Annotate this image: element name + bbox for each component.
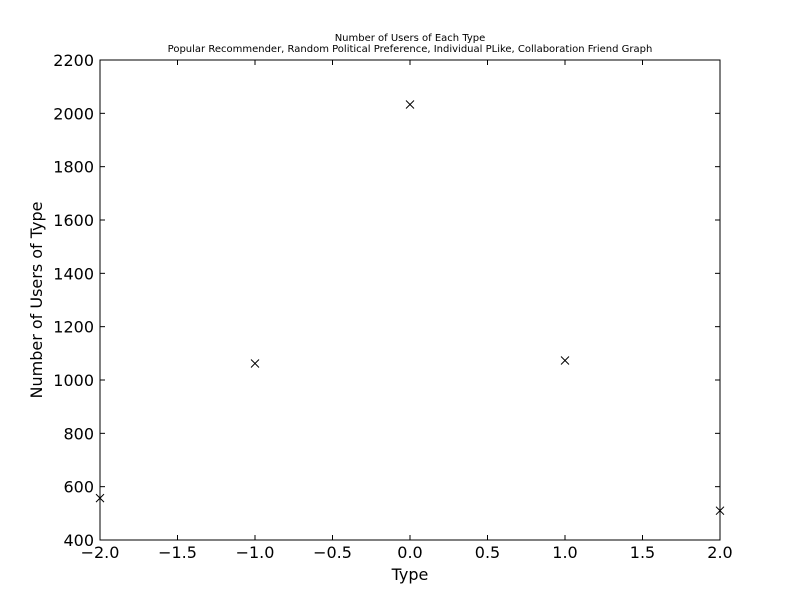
x-tick-label: −0.5 xyxy=(313,543,352,562)
data-point xyxy=(405,100,415,109)
chart-subtitle: Popular Recommender, Random Political Pr… xyxy=(168,44,653,55)
x-axis-label: Type xyxy=(391,565,429,584)
x-tick-label: 2.0 xyxy=(707,543,732,562)
y-tick-label: 1800 xyxy=(53,158,94,177)
chart-title: Number of Users of Each Type xyxy=(335,33,486,44)
x-tick-label: 1.0 xyxy=(552,543,577,562)
y-tick-label: 1200 xyxy=(53,318,94,337)
x-tick-label: −1.5 xyxy=(158,543,197,562)
y-tick-label: 1400 xyxy=(53,264,94,283)
y-tick-label: 600 xyxy=(63,478,94,497)
axis-ticks: −2.0 −1.5 −1.0 −0.5 0.0 0.5 1.0 1.5 2.0 400 600 800… xyxy=(53,51,732,562)
y-tick-label: 1600 xyxy=(53,211,94,230)
data-point xyxy=(250,359,260,368)
plot-frame xyxy=(99,59,721,541)
x-tick-label: −1.0 xyxy=(236,543,275,562)
y-tick-label: 400 xyxy=(63,531,94,550)
data-points xyxy=(95,100,725,516)
x-tick-label: 0.0 xyxy=(397,543,422,562)
y-tick-label: 1000 xyxy=(53,371,94,390)
y-tick-label: 2000 xyxy=(53,104,94,123)
x-tick-label: 1.5 xyxy=(630,543,655,562)
y-axis-label: Number of Users of Type xyxy=(27,201,46,398)
x-tick-label: 0.5 xyxy=(475,543,500,562)
x-tick-label: −2.0 xyxy=(81,543,120,562)
y-tick-label: 2200 xyxy=(53,51,94,70)
data-point xyxy=(560,356,570,365)
y-tick-label: 800 xyxy=(63,424,94,443)
